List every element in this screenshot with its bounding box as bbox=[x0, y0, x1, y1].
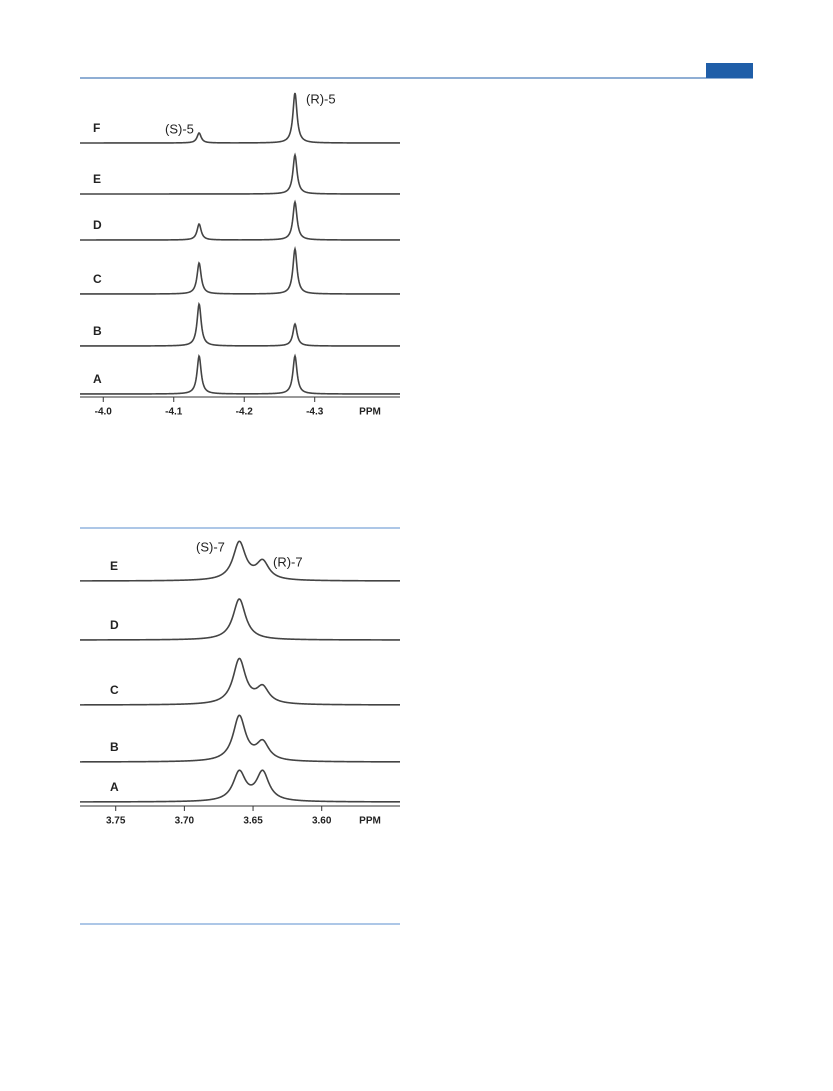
x-tick-label: 3.75 bbox=[106, 816, 126, 827]
trace bbox=[80, 301, 400, 347]
trace-label: D bbox=[110, 618, 119, 632]
trace bbox=[80, 540, 400, 582]
trace-label: C bbox=[110, 683, 119, 697]
annotation: (S)-5 bbox=[165, 121, 194, 136]
trace-label: E bbox=[93, 172, 101, 186]
trace-label: F bbox=[93, 121, 100, 135]
trace-label: C bbox=[93, 272, 102, 286]
trace-label: A bbox=[93, 372, 102, 386]
trace-label: E bbox=[110, 559, 118, 573]
trace bbox=[80, 92, 400, 144]
header-tab bbox=[706, 63, 753, 78]
trace bbox=[80, 199, 400, 241]
trace bbox=[80, 246, 400, 295]
trace-label: B bbox=[93, 324, 102, 338]
trace-label: A bbox=[110, 780, 119, 794]
trace-label: D bbox=[93, 218, 102, 232]
x-tick-label: -4.3 bbox=[306, 407, 324, 418]
trace bbox=[80, 152, 400, 195]
trace bbox=[80, 657, 400, 706]
x-tick-label: 3.70 bbox=[175, 816, 195, 827]
annotation: (R)-5 bbox=[306, 91, 336, 106]
x-tick-label: -4.0 bbox=[95, 407, 113, 418]
x-tick-label: 3.60 bbox=[312, 816, 332, 827]
trace bbox=[79, 769, 400, 803]
x-tick-label: 3.65 bbox=[243, 816, 263, 827]
trace bbox=[80, 598, 400, 641]
trace bbox=[80, 714, 400, 763]
x-tick-label: -4.1 bbox=[165, 407, 183, 418]
x-tick-label: -4.2 bbox=[236, 407, 254, 418]
trace-label: B bbox=[110, 740, 119, 754]
annotation: (S)-7 bbox=[196, 539, 225, 554]
annotation: (R)-7 bbox=[273, 554, 303, 569]
x-axis-label: PPM bbox=[359, 407, 381, 418]
trace bbox=[80, 353, 400, 395]
x-axis-label: PPM bbox=[359, 816, 381, 827]
